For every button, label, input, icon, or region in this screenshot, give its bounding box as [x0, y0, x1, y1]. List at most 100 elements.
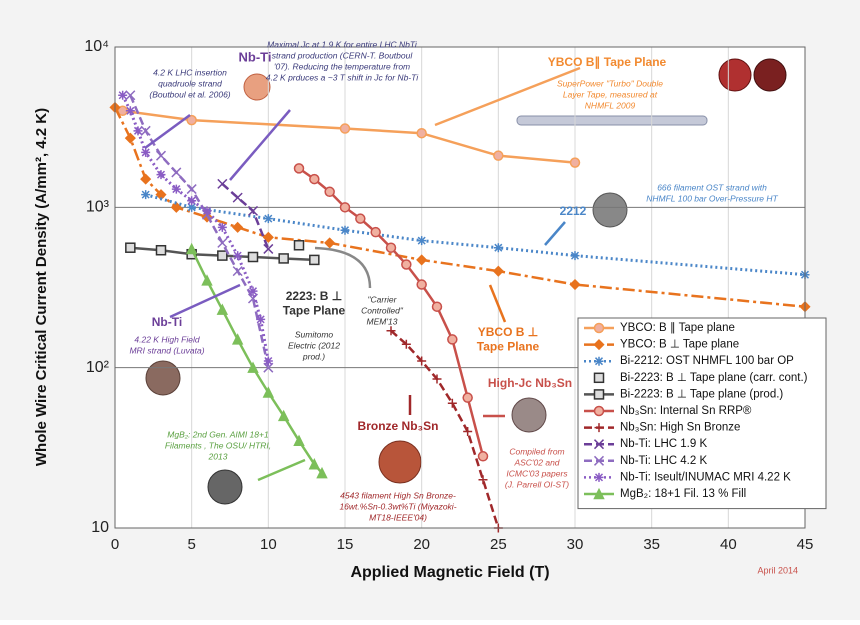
marker — [216, 303, 229, 315]
legend-marker — [593, 455, 605, 466]
legend-box — [577, 317, 827, 510]
marker — [277, 409, 290, 422]
annotation: Tape Plane — [477, 340, 540, 354]
marker — [141, 190, 151, 200]
legend-label: MgB₂: 18+1 Fil. 13 % Fill — [620, 488, 746, 500]
arrow — [434, 66, 581, 127]
annotation: 2212 — [560, 204, 587, 218]
marker — [232, 221, 244, 233]
marker — [416, 127, 427, 139]
marker — [401, 339, 411, 349]
marker — [232, 192, 243, 203]
y-tick-label: 10 — [91, 519, 109, 536]
marker — [463, 426, 473, 436]
annotation: (J. Parrell OI-ST) — [505, 479, 569, 489]
annotation: SuperPower "Turbo" Double — [557, 78, 663, 88]
marker — [569, 278, 581, 291]
y-tick-label: 10⁴ — [84, 38, 109, 55]
arrow — [144, 113, 191, 150]
marker — [462, 392, 473, 403]
marker — [339, 123, 351, 134]
series — [109, 101, 811, 313]
marker — [386, 326, 396, 336]
legend-marker — [593, 439, 605, 450]
legend-marker — [593, 389, 605, 400]
marker — [417, 236, 427, 246]
legend-label: YBCO: B ∥ Tape plane — [620, 321, 735, 334]
annotation: Bronze Nb₃Sn — [358, 419, 439, 433]
marker — [431, 301, 443, 312]
marker — [141, 147, 151, 157]
annotation: Filaments , The OSU/ HTRI, — [165, 440, 271, 450]
annotation: April 2014 — [757, 565, 798, 575]
legend-label: YBCO: B ⊥ Tape plane — [620, 339, 739, 351]
legend-label: Bi-2212: OST NHMFL 100 bar OP — [620, 355, 794, 367]
marker — [309, 173, 320, 185]
wire-image — [145, 360, 181, 396]
marker — [232, 266, 243, 277]
marker — [202, 206, 212, 216]
x-tick-label: 30 — [567, 536, 584, 553]
marker — [217, 237, 228, 248]
legend-label: Nb₃Sn: High Sn Bronze — [620, 422, 740, 434]
arrow — [229, 109, 291, 181]
marker — [125, 90, 136, 101]
annotation: YBCO B∥ Tape Plane — [548, 55, 667, 69]
series — [386, 326, 503, 533]
wire-images — [145, 58, 787, 505]
annotation: Compiled from — [509, 446, 564, 456]
annotation: 4.2 K LHC insertion — [153, 67, 227, 77]
series — [117, 105, 581, 168]
marker — [171, 184, 181, 194]
tape-image — [516, 115, 708, 126]
x-axis-label: Applied Magnetic Field (T) — [350, 564, 549, 581]
y-tick-label: 10² — [86, 359, 110, 376]
annotation: NHMFL 100 bar Over-Pressure HT — [646, 193, 778, 203]
arrow — [169, 283, 241, 319]
marker — [248, 286, 258, 296]
marker — [355, 213, 366, 224]
marker — [185, 242, 198, 255]
series — [293, 163, 489, 462]
x-tick-label: 0 — [111, 536, 119, 553]
marker — [247, 251, 259, 263]
legend-label: Bi-2223: B ⊥ Tape plane (carr. cont.) — [620, 372, 808, 384]
legend-label: Nb-Ti: LHC 1.9 K — [620, 438, 707, 450]
marker — [263, 356, 273, 366]
marker — [308, 458, 321, 470]
marker — [187, 202, 197, 212]
series — [217, 178, 274, 254]
arrow — [257, 458, 306, 482]
annotation: Nb-Ti — [152, 315, 182, 329]
marker — [324, 186, 335, 198]
marker — [316, 466, 328, 479]
marker — [477, 451, 489, 462]
legend-marker — [593, 372, 605, 384]
legend-marker — [593, 322, 605, 334]
marker — [447, 334, 458, 345]
marker — [140, 173, 152, 185]
legend-label: Nb₃Sn: Internal Sn RRP® — [620, 405, 752, 417]
logo — [753, 58, 787, 92]
legend-marker — [594, 472, 604, 482]
annotation: NHMFL 2009 — [585, 100, 636, 110]
x-tick-label: 40 — [720, 536, 737, 553]
annotation: "Carrier — [368, 294, 398, 304]
y-tick-label: 10³ — [86, 199, 110, 216]
marker — [124, 132, 136, 144]
marker — [201, 274, 213, 286]
wire-image — [378, 440, 422, 484]
legend-marker — [593, 487, 605, 500]
marker — [262, 231, 274, 243]
legend-marker — [593, 339, 605, 351]
legend-marker — [594, 423, 604, 433]
wire-image — [592, 192, 628, 228]
annotation: High-Jc Nb₃Sn — [488, 376, 572, 390]
marker — [217, 250, 228, 261]
annotation: MgB₂: 2nd Gen. AIMI 18+1 — [167, 429, 269, 439]
legend-label: Nb-Ti: Iseult/INUMAC MRI 4.22 K — [620, 471, 791, 483]
marker — [140, 125, 151, 136]
annotation: ICMC'03 papers — [506, 468, 568, 478]
x-tick-label: 15 — [337, 536, 354, 553]
